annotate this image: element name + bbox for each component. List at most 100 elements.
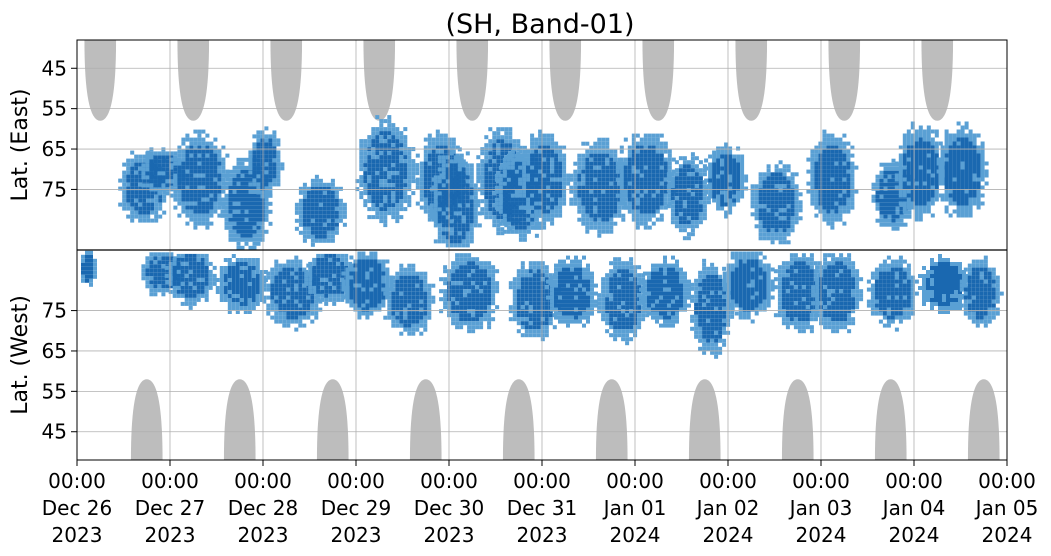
heatmap-cell — [437, 191, 442, 196]
heatmap-cell — [387, 167, 392, 172]
heatmap-cell — [344, 253, 349, 258]
heatmap-cell — [453, 231, 458, 236]
heatmap-cell — [538, 141, 543, 146]
heatmap-cell — [467, 269, 472, 274]
heatmap-cell — [621, 313, 626, 318]
heatmap-cell — [488, 163, 493, 168]
heatmap-cell — [506, 205, 511, 210]
heatmap-cell — [188, 257, 193, 262]
heatmap-cell — [613, 273, 618, 278]
heatmap-cell — [530, 153, 535, 158]
heatmap-cell — [534, 225, 539, 230]
heatmap-cell — [522, 229, 527, 234]
heatmap-cell — [274, 307, 279, 312]
heatmap-cell — [256, 154, 261, 159]
heatmap-cell — [647, 173, 652, 178]
heatmap-cell — [479, 301, 484, 306]
heatmap-cell — [617, 321, 622, 326]
heatmap-cell — [463, 261, 468, 266]
heatmap-cell — [367, 191, 372, 196]
heatmap-cell — [236, 213, 241, 218]
heatmap-cell — [262, 275, 267, 280]
heatmap-cell — [675, 299, 679, 304]
heatmap-cell — [142, 218, 147, 223]
heatmap-cell — [675, 279, 679, 284]
heatmap-cell — [679, 303, 683, 308]
heatmap-cell — [268, 150, 273, 155]
heatmap-cell — [341, 279, 346, 284]
heatmap-cell — [540, 321, 545, 326]
heatmap-cell — [585, 177, 590, 182]
heatmap-cell — [387, 191, 392, 196]
heatmap-cell — [353, 275, 358, 280]
heatmap-cell — [423, 145, 428, 150]
heatmap-cell — [488, 199, 493, 204]
heatmap-cell — [609, 169, 614, 174]
heatmap-cell — [467, 313, 472, 318]
heatmap-cell — [558, 165, 563, 170]
heatmap-cell — [465, 191, 470, 196]
heatmap-cell — [526, 197, 531, 202]
heatmap-cell — [193, 209, 198, 214]
heatmap-cell — [581, 217, 586, 222]
heatmap-cell — [532, 277, 537, 282]
heatmap-cell — [403, 139, 408, 144]
heatmap-cell — [260, 154, 265, 159]
heatmap-cell — [248, 189, 253, 194]
heatmap-cell — [379, 183, 384, 188]
heatmap-cell — [228, 213, 233, 218]
heatmap-cell — [433, 179, 438, 184]
heatmap-cell — [451, 293, 456, 298]
heatmap-cell — [328, 281, 333, 286]
heatmap-cell — [675, 319, 679, 324]
heatmap-cell — [314, 210, 319, 215]
heatmap-cell — [538, 197, 543, 202]
heatmap-cell — [165, 159, 170, 164]
heatmap-cell — [255, 298, 260, 302]
heatmap-cell — [298, 206, 303, 211]
heatmap-cell — [375, 163, 380, 168]
heatmap-cell — [647, 137, 652, 142]
heatmap-cell — [415, 295, 420, 300]
heatmap-cell — [659, 217, 664, 222]
heatmap-cell — [172, 281, 177, 286]
heatmap-cell — [479, 321, 484, 326]
heatmap-cell — [256, 166, 261, 171]
heatmap-cell — [153, 252, 158, 257]
heatmap-cell — [330, 214, 335, 219]
heatmap-cell — [623, 157, 628, 162]
heatmap-cell — [165, 179, 170, 184]
heatmap-cell — [403, 267, 408, 272]
heatmap-cell — [286, 307, 291, 312]
heatmap-cell — [252, 154, 257, 159]
heatmap-cell — [212, 281, 217, 286]
heatmap-cell — [601, 213, 606, 218]
heatmap-cell — [516, 277, 521, 282]
heatmap-cell — [205, 217, 210, 222]
heatmap-cell — [671, 295, 675, 300]
heatmap-cell — [251, 290, 256, 294]
heatmap-cell — [461, 235, 466, 240]
heatmap-cell — [399, 307, 404, 312]
heatmap-cell — [89, 258, 93, 263]
heatmap-cell — [324, 297, 329, 302]
heatmap-cell — [663, 291, 667, 296]
heatmap-cell — [181, 149, 186, 154]
heatmap-cell — [247, 310, 252, 314]
heatmap-cell — [625, 341, 630, 346]
heatmap-cell — [597, 225, 602, 230]
heatmap-cell — [491, 269, 496, 274]
heatmap-cell — [550, 141, 555, 146]
heatmap-cell — [483, 309, 488, 314]
heatmap-cell — [290, 299, 295, 304]
heatmap-cell — [361, 291, 366, 296]
heatmap-cell — [371, 127, 376, 132]
heatmap-cell — [399, 179, 404, 184]
heatmap-cell — [651, 311, 655, 316]
heatmap-cell — [469, 215, 474, 220]
heatmap-cell — [530, 221, 535, 226]
heatmap-cell — [546, 209, 551, 214]
heatmap-cell — [387, 175, 392, 180]
heatmap-blob — [141, 252, 182, 297]
heatmap-cell — [361, 271, 366, 276]
